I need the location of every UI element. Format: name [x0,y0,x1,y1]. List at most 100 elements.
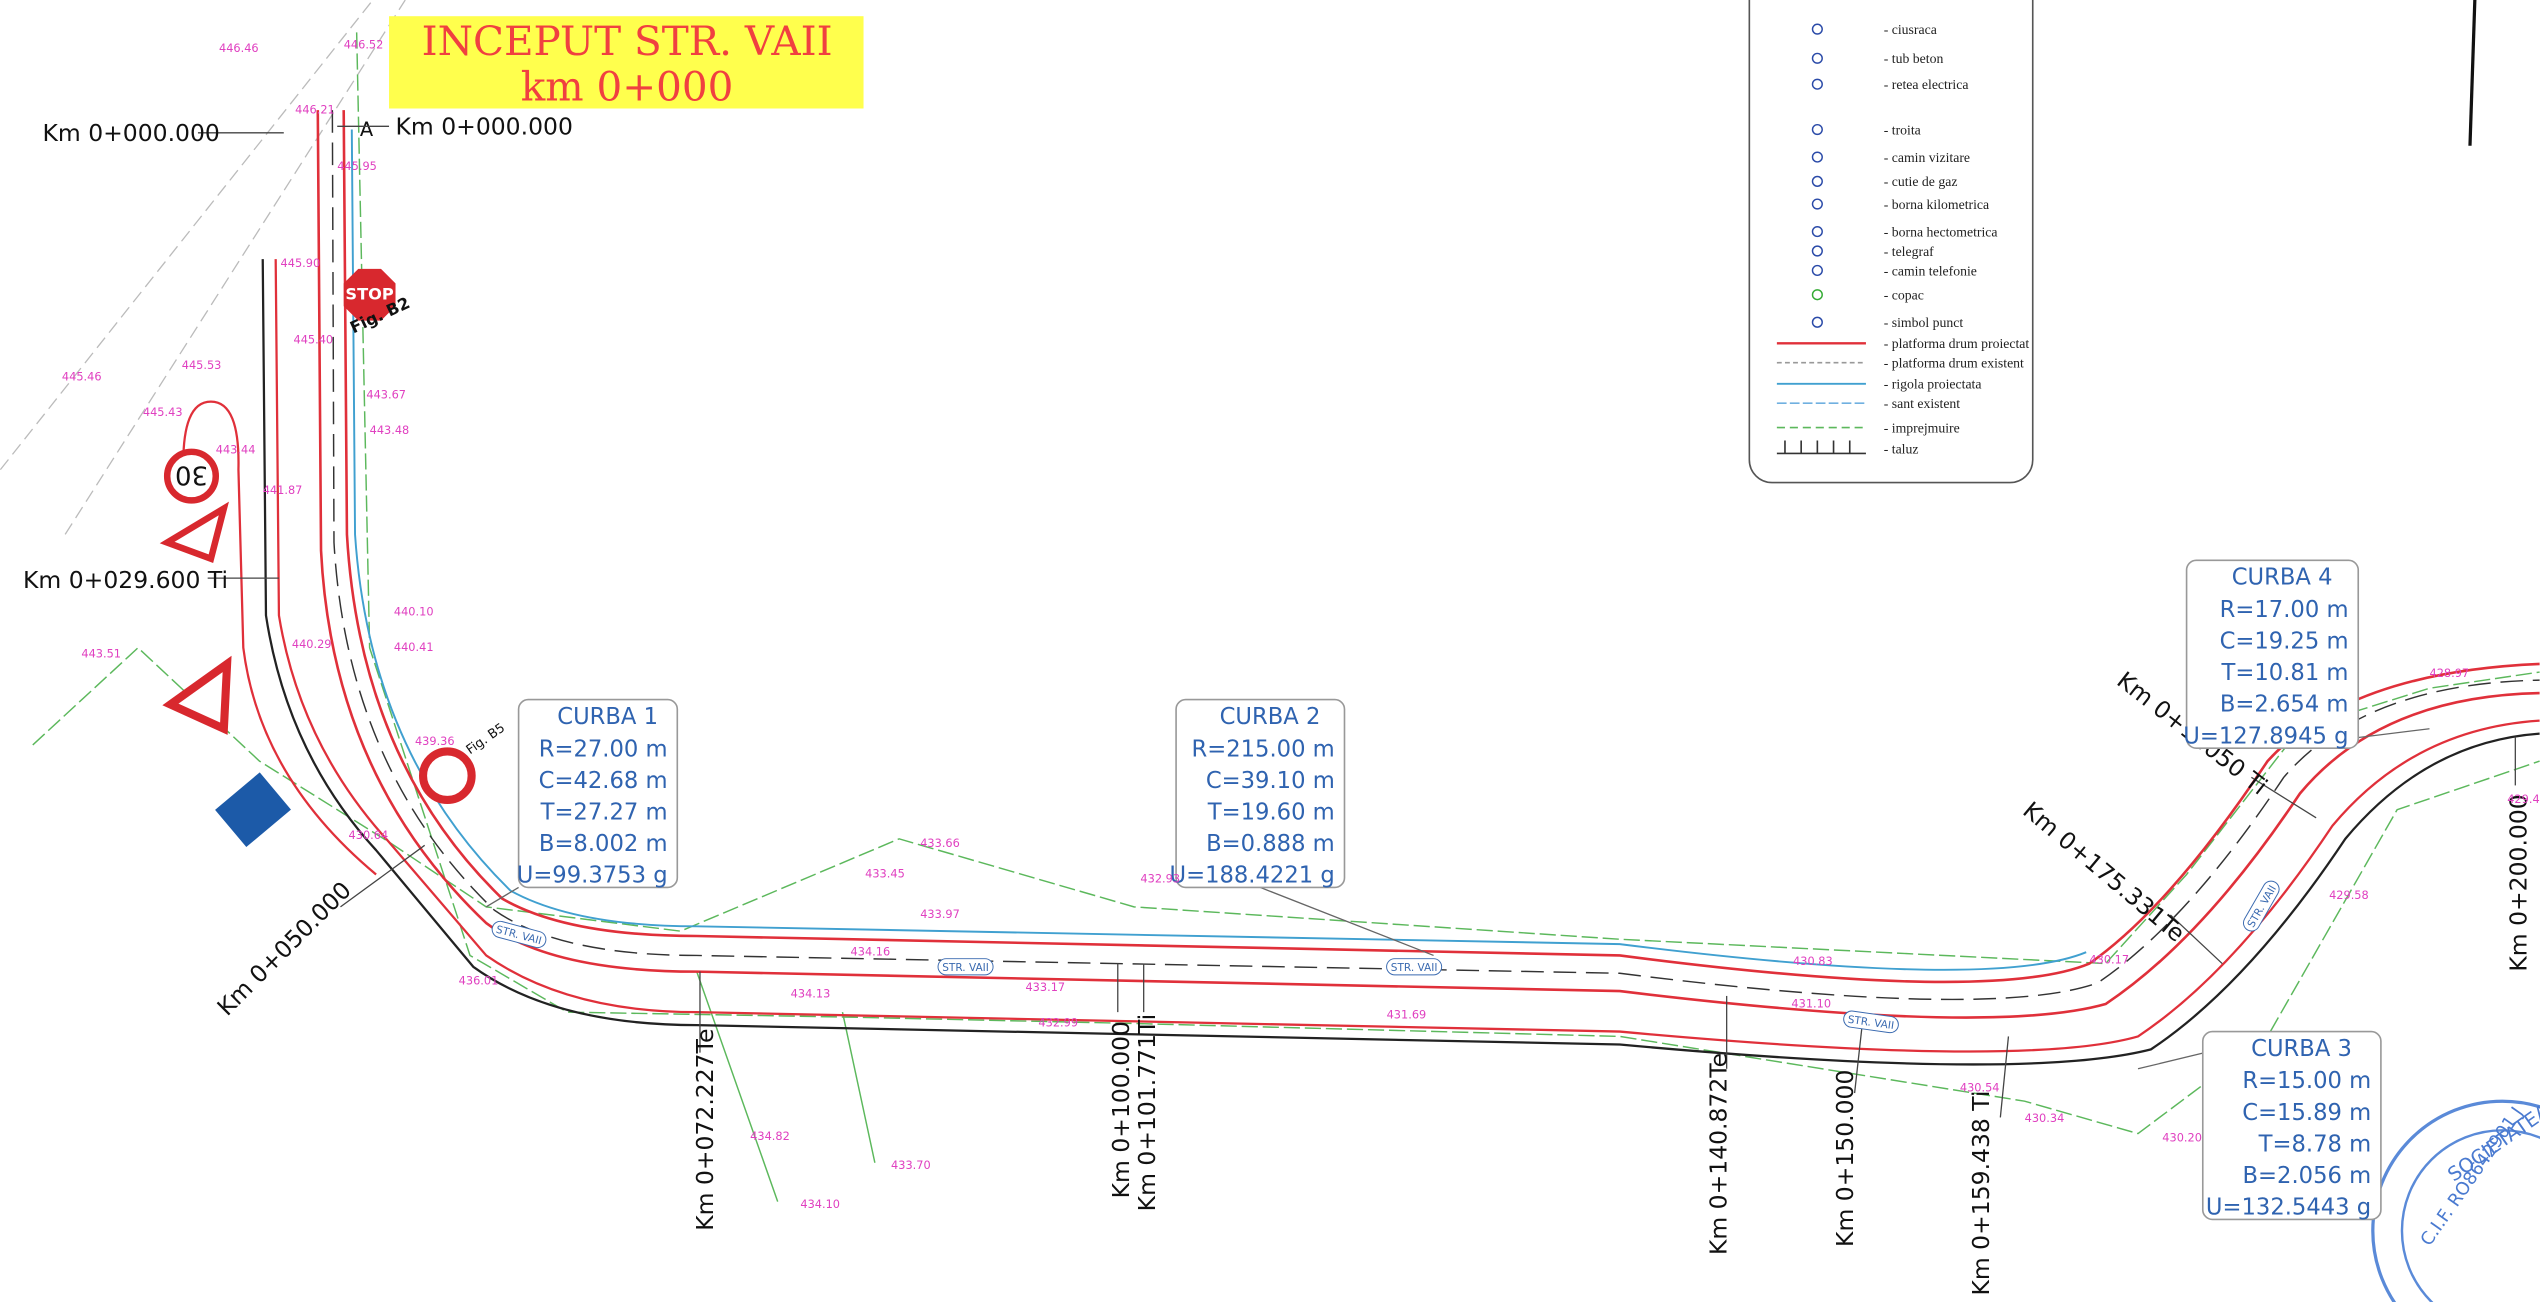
legend-symbol [1811,316,1823,328]
elevation: 429.44 [2507,792,2540,806]
curve-param: R=215.00 m [1191,736,1334,762]
elevation: 445.53 [182,358,222,372]
legend-item: - camin telefonie [1884,263,1977,278]
legend-item: - troita [1884,122,1921,137]
station-label: Km 0+100.000 [1107,1021,1135,1198]
curve-param: R=17.00 m [2220,597,2349,623]
legend-symbol [1811,78,1823,90]
street-label: STR. VAII [942,962,989,974]
elevation: 430.20 [2162,1131,2202,1145]
station-label: Km 0+175.331Te [2018,796,2191,947]
platform-edge [274,259,2540,1053]
curve-box [2201,1030,2382,1221]
curve-param: R=27.00 m [539,736,668,762]
legend-item: - retea electrica [1884,77,1969,92]
elevation: 445.40 [294,332,334,346]
elevation: 445.46 [62,370,102,384]
curve-box [517,698,679,889]
survey-lines [0,0,2540,1202]
curve-param: R=15.00 m [2242,1068,2371,1094]
curve-param: B=8.002 m [539,831,668,857]
warning-sign [159,501,229,563]
curve-param: T=10.81 m [2221,660,2349,686]
elevation: 434.10 [800,1197,840,1211]
legend-symbol [1811,264,1823,277]
street-tag [937,958,994,976]
curve-box [1175,698,1346,889]
legend-symbol [1811,198,1823,210]
elevation: 430.17 [2089,953,2129,967]
curve-name: CURBA 4 [2232,565,2333,591]
elevation: 445.95 [337,159,377,173]
station-label: Km 0+050.000 [212,876,357,1021]
curve-param: B=2.056 m [2243,1163,2372,1189]
legend-item: - platforma drum existent [1884,356,2024,371]
elevation: 433.66 [920,836,960,850]
legend-item: - simbol punct [1884,315,1964,330]
legend-symbol [1811,52,1823,64]
legend-symbol [1811,225,1823,238]
ditch [350,129,2087,971]
elevation: 441.87 [263,483,303,497]
elevation: 446.52 [344,38,384,52]
curve-param: T=27.27 m [540,799,668,825]
elevation: 433.45 [865,867,905,881]
elevation: 432.93 [1140,872,1180,886]
legend-item: - ciusraca [1884,22,1937,37]
elevation: 446.21 [295,102,335,116]
elevation: 445.90 [281,256,321,270]
fence-branch [696,971,876,1202]
elevation: 443.67 [366,387,406,401]
elevation: 430.34 [2025,1111,2065,1125]
fence-bottom [355,32,2540,1135]
elevation: 432.99 [1038,1016,1078,1030]
elevation: 434.13 [791,987,831,1001]
elevation: 440.41 [394,640,434,654]
station-leader [2169,914,2223,965]
elevation: 443.48 [370,423,410,437]
elevation: 430.83 [1793,954,1833,968]
stamp [2371,1099,2540,1302]
station-label: Km 0+200.000 [2505,794,2533,971]
legend-symbol [1811,289,1823,301]
legend-symbols [1776,342,1866,455]
curve-param: T=19.60 m [1207,799,1335,825]
elevation: 446.46 [219,41,259,55]
legend-item: - cutie de gaz [1884,174,1958,189]
curve-param: C=39.10 m [1206,768,1335,794]
legend-item: - platforma drum proiectat [1884,336,2030,351]
elevation: 434.16 [851,944,891,958]
curve-box [2185,559,2360,749]
station-label: Km 0+159.438 Ti [1967,1091,1995,1296]
elevation: 436.01 [459,974,499,988]
station-leader [2251,776,2317,819]
elevation: 428.97 [2429,666,2469,680]
info-sign [215,772,291,848]
curve-leader [485,886,519,908]
elevation: 433.17 [1025,980,1065,994]
station-label: Km 0+029.600 Ti [23,566,228,594]
legend-item: - sant existent [1884,396,1961,411]
station-label: Km 0+140.872Te [1705,1053,1733,1255]
legend-symbol [1811,151,1823,163]
sign-text: 30 [175,459,208,489]
legend-symbol [1811,23,1823,35]
station-label: Km 0+000.000 [396,112,573,140]
legend-symbol [1811,175,1823,187]
curve-param: B=0.888 m [1206,831,1335,857]
street-tag [491,920,547,949]
legend-symbol [1811,123,1823,136]
warning-sign [162,655,232,735]
elevation: 433.97 [920,907,960,921]
elevation: 433.70 [891,1158,931,1172]
curve-leader [1260,886,1434,957]
curve-param: T=8.78 m [2258,1131,2372,1157]
legend-item: - telegraf [1884,244,1934,259]
point-label: A [360,118,374,141]
curve-param: B=2.654 m [2220,692,2349,718]
north-arrow [2468,0,2477,146]
street-tag [1386,958,1443,976]
elevation: 430.64 [349,828,389,842]
station-leader [340,844,426,908]
existing-edge [0,0,406,535]
